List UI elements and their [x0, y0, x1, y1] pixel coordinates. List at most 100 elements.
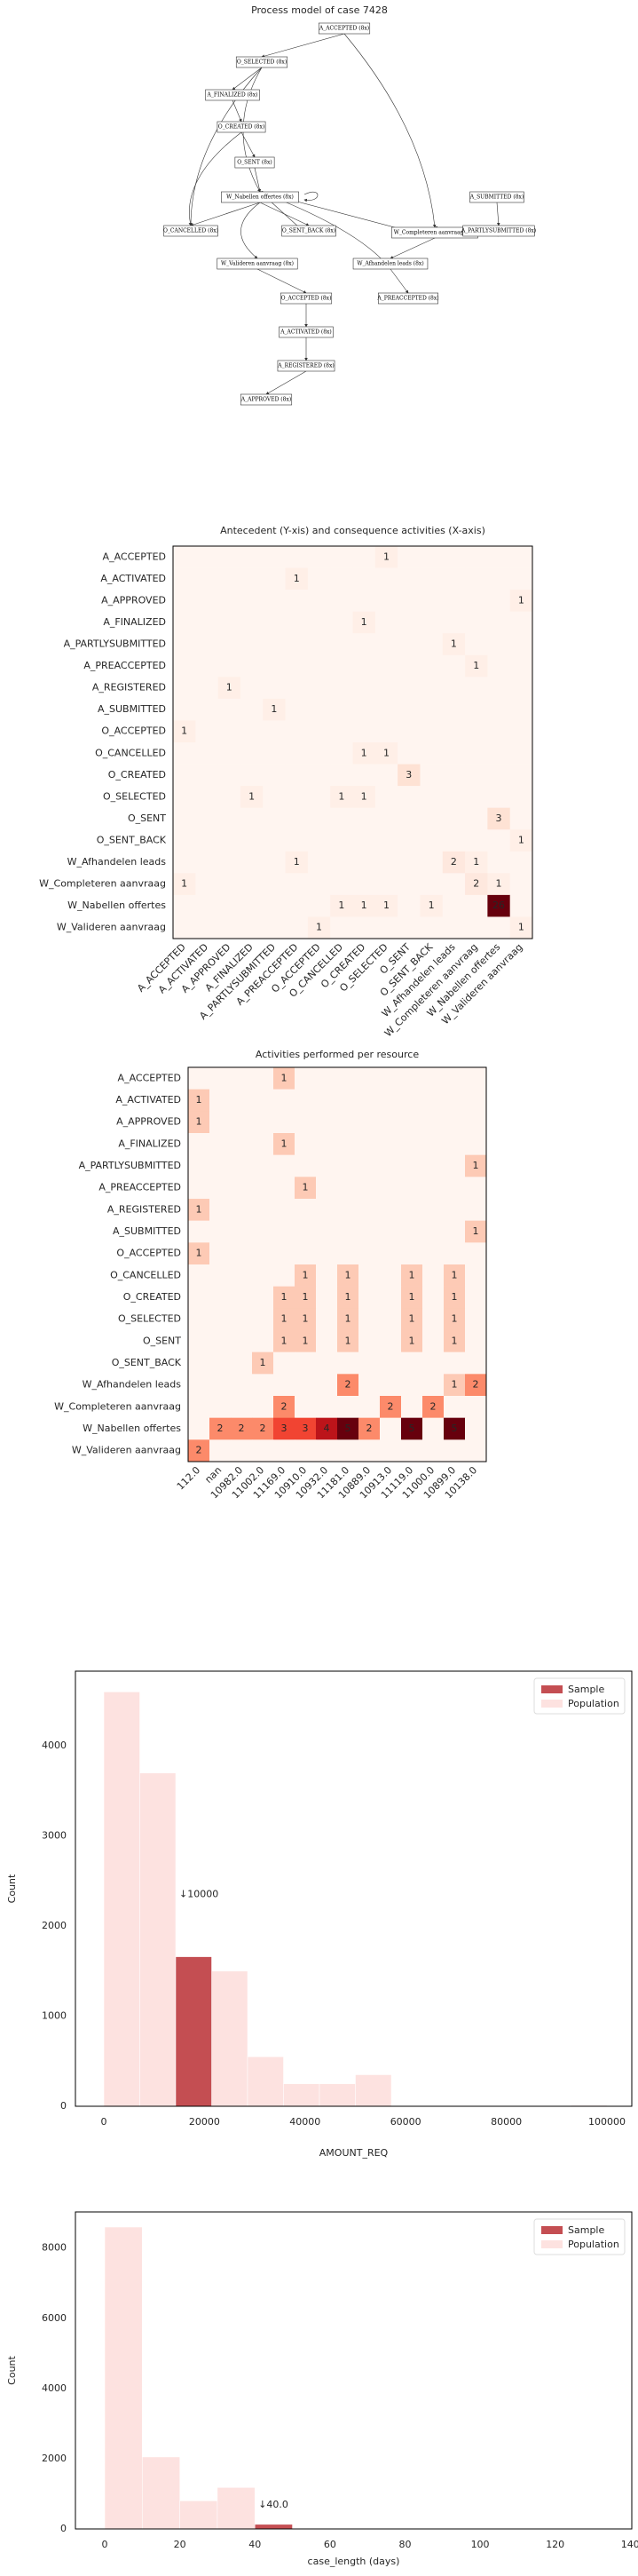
cell-label: 1 — [345, 1335, 351, 1346]
edge — [256, 268, 307, 294]
hist-bar — [211, 1970, 248, 2107]
heat-cell — [195, 873, 218, 896]
heat-cell — [374, 546, 398, 568]
heat-cell — [398, 590, 421, 612]
cell-label: 1 — [473, 1225, 479, 1237]
heat-cell — [263, 829, 286, 852]
heat-cell — [195, 916, 218, 939]
heat-cell — [398, 677, 421, 700]
heat-cell — [330, 567, 353, 590]
heat-cell — [217, 742, 241, 765]
heat-cell — [337, 1242, 359, 1265]
heat-cell — [307, 567, 331, 590]
x-tick-label: 0 — [101, 2116, 107, 2128]
heat-cell — [374, 654, 398, 678]
heat-cell — [217, 829, 241, 852]
heat-cell — [285, 742, 309, 765]
node-box — [235, 56, 288, 68]
heat-cell — [398, 786, 421, 808]
heat-cell — [465, 916, 488, 939]
heat-cell — [217, 567, 241, 590]
heat-cell — [217, 807, 241, 830]
heat-cell — [509, 698, 533, 721]
cell-label: 1 — [452, 1269, 458, 1280]
heat-cell — [352, 873, 376, 896]
heat-cell — [380, 1374, 402, 1397]
heat-cell — [188, 1133, 210, 1155]
heat-cell — [352, 698, 376, 721]
cell-label: 1 — [383, 551, 390, 562]
heat-cell — [398, 829, 421, 852]
heat-cell — [358, 1177, 381, 1200]
heat-cell — [380, 1351, 402, 1375]
node: W_Afhandelen leads (8x) — [352, 258, 429, 270]
heat-cell — [358, 1351, 381, 1375]
heat-cell — [465, 1089, 487, 1112]
heat-cell — [374, 829, 398, 852]
heat-cell — [337, 1439, 359, 1462]
heat-cell — [509, 873, 533, 896]
heat-cell — [240, 546, 264, 568]
node-label: A_SUBMITTED (8x) — [469, 194, 524, 201]
edge — [254, 167, 262, 193]
x-axis-label: AMOUNT_REQ — [319, 2147, 389, 2159]
heat-cell — [173, 590, 196, 612]
heat-cell — [231, 1133, 253, 1155]
heat-cell — [188, 1111, 210, 1134]
edge — [496, 202, 500, 226]
heat-cell — [307, 764, 331, 787]
heat-cell — [188, 1154, 210, 1177]
y-tick-label: O_CREATED — [108, 769, 166, 781]
heat-cell — [231, 1154, 253, 1177]
heat-cell — [374, 633, 398, 656]
heat-cell — [188, 1396, 210, 1418]
heat-cell — [398, 916, 421, 939]
cell-label: 1 — [361, 900, 367, 911]
heat-cell — [209, 1154, 232, 1177]
heat-cell — [209, 1439, 232, 1462]
cell-label: 1 — [281, 1335, 287, 1346]
cell-label: 2 — [260, 1423, 266, 1434]
legend-swatch — [541, 2240, 563, 2248]
heat-cell — [231, 1330, 253, 1352]
node: W_Nabellen offertes (8x) — [221, 191, 299, 203]
heat-cell — [442, 764, 466, 787]
heat-cell — [465, 546, 488, 568]
heat-cell — [240, 698, 264, 721]
heat-cell — [307, 894, 331, 917]
heat-cell — [217, 546, 241, 568]
heat-cell — [173, 633, 196, 656]
y-tick-label: W_Completeren aanvraag — [54, 1400, 181, 1412]
hist-bar — [247, 2056, 284, 2107]
heat-cell — [209, 1220, 232, 1243]
heat-cell — [295, 1330, 317, 1352]
heat-cell — [352, 742, 376, 765]
heat-cell — [173, 546, 196, 568]
heat-cell — [263, 698, 286, 721]
heat-cell — [465, 1111, 487, 1134]
cell-label: 1 — [294, 573, 300, 584]
cell-label: 2 — [217, 1423, 224, 1434]
cell-label: 2 — [281, 1400, 287, 1412]
heat-cell — [240, 829, 264, 852]
heat-cell — [285, 829, 309, 852]
heat-cell — [422, 1154, 445, 1177]
heat-cell — [352, 720, 376, 743]
y-tick-label: A_ACTIVATED — [115, 1094, 181, 1106]
heat-cell — [487, 851, 510, 874]
heat-cell — [209, 1351, 232, 1375]
heat-cell — [337, 1374, 359, 1397]
edge — [390, 237, 436, 259]
heat-cell — [374, 916, 398, 939]
edge — [390, 268, 409, 294]
heat-cell — [420, 590, 444, 612]
heat-cell — [231, 1199, 253, 1221]
y-tick-label: 2000 — [42, 2453, 67, 2464]
heat-cell — [285, 611, 309, 634]
heat-cell — [231, 1067, 253, 1090]
node-label: A_PREACCEPTED (8x) — [376, 296, 438, 302]
heat-cell — [273, 1330, 295, 1352]
heat-cell — [465, 567, 488, 590]
heat-cell — [273, 1439, 295, 1462]
heat-cell — [442, 567, 466, 590]
